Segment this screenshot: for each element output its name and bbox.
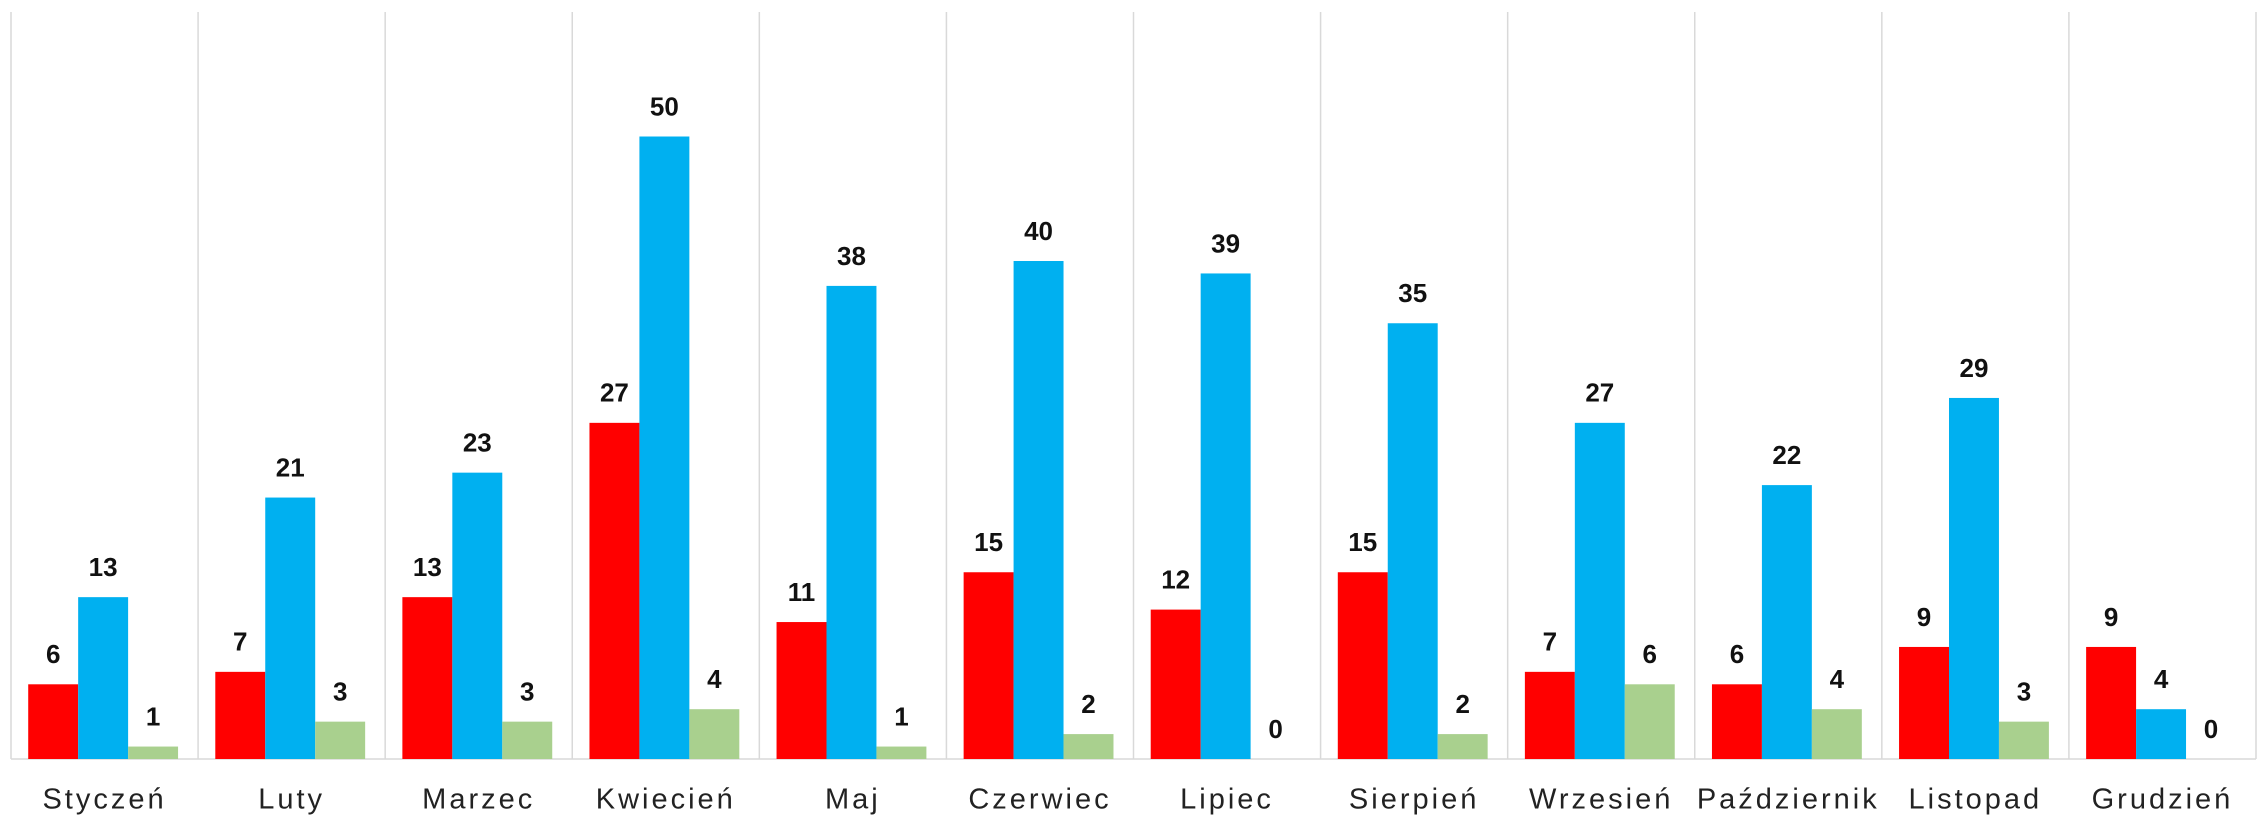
bar — [1013, 261, 1064, 759]
bar — [1524, 671, 1575, 759]
value-label: 29 — [1960, 353, 1989, 383]
bar — [1998, 721, 2049, 759]
value-label: 1 — [894, 701, 908, 731]
bar — [502, 721, 553, 759]
bar — [315, 721, 366, 759]
bar — [265, 497, 316, 759]
bar — [1624, 684, 1675, 759]
value-label: 21 — [276, 452, 305, 482]
x-tick-label: Sierpień — [1349, 784, 1479, 816]
x-tick-label: Czerwiec — [968, 784, 1111, 816]
value-label: 6 — [1643, 639, 1657, 669]
value-label: 15 — [1348, 527, 1377, 557]
bar — [639, 136, 690, 759]
x-tick-label: Grudzień — [2092, 784, 2234, 816]
bar — [1811, 709, 1862, 759]
value-label: 13 — [89, 552, 118, 582]
bar — [1200, 273, 1251, 759]
x-tick-label: Marzec — [422, 784, 535, 816]
bar — [215, 671, 266, 759]
bar — [28, 684, 79, 759]
value-label: 7 — [1543, 627, 1557, 657]
x-tick-label: Październik — [1697, 784, 1880, 816]
value-label: 13 — [413, 552, 442, 582]
x-tick-label: Lipiec — [1180, 784, 1274, 816]
value-label: 12 — [1161, 564, 1190, 594]
bar — [1761, 485, 1812, 759]
bar — [128, 746, 179, 759]
value-label: 38 — [837, 241, 866, 271]
bar — [1574, 422, 1625, 759]
bar — [452, 472, 503, 759]
value-label: 35 — [1398, 278, 1427, 308]
value-label: 27 — [1585, 378, 1614, 408]
bar — [963, 572, 1014, 759]
bar — [78, 597, 129, 759]
value-label: 27 — [600, 378, 629, 408]
value-label: 6 — [46, 639, 60, 669]
x-tick-label: Styczeń — [42, 784, 166, 816]
bar — [402, 597, 453, 759]
bar — [1387, 323, 1438, 759]
value-label: 0 — [2204, 714, 2218, 744]
value-label: 2 — [1081, 689, 1095, 719]
bar — [2086, 646, 2137, 759]
value-label: 7 — [233, 627, 247, 657]
bar — [1948, 397, 1999, 759]
bar — [1437, 734, 1488, 759]
value-label: 9 — [2104, 602, 2118, 632]
bar — [2136, 709, 2187, 759]
value-label: 4 — [1830, 664, 1845, 694]
value-label: 6 — [1730, 639, 1744, 669]
bar — [689, 709, 740, 759]
bar — [1337, 572, 1388, 759]
value-label: 0 — [1268, 714, 1282, 744]
value-label: 4 — [2154, 664, 2169, 694]
value-label: 50 — [650, 91, 679, 121]
x-tick-label: Kwiecień — [596, 784, 736, 816]
value-label: 4 — [707, 664, 722, 694]
value-label: 40 — [1024, 216, 1053, 246]
value-label: 3 — [2017, 677, 2031, 707]
bar — [1063, 734, 1114, 759]
value-label: 15 — [974, 527, 1003, 557]
x-tick-label: Listopad — [1909, 784, 2043, 816]
bar — [826, 285, 877, 759]
value-label: 11 — [788, 577, 816, 607]
value-label: 3 — [520, 677, 534, 707]
bar — [1899, 646, 1949, 759]
x-tick-label: Wrzesień — [1529, 784, 1673, 816]
value-label: 9 — [1917, 602, 1931, 632]
x-tick-label: Maj — [825, 784, 881, 816]
bar — [776, 622, 827, 759]
bar — [589, 422, 640, 759]
x-tick-label: Luty — [258, 784, 325, 816]
value-label: 39 — [1211, 228, 1240, 258]
bar — [1711, 684, 1762, 759]
bar — [1150, 609, 1201, 759]
value-label: 3 — [333, 677, 347, 707]
bar — [876, 746, 927, 759]
value-label: 23 — [463, 428, 492, 458]
value-label: 2 — [1455, 689, 1469, 719]
value-label: 22 — [1772, 440, 1801, 470]
value-label: 1 — [146, 701, 160, 731]
